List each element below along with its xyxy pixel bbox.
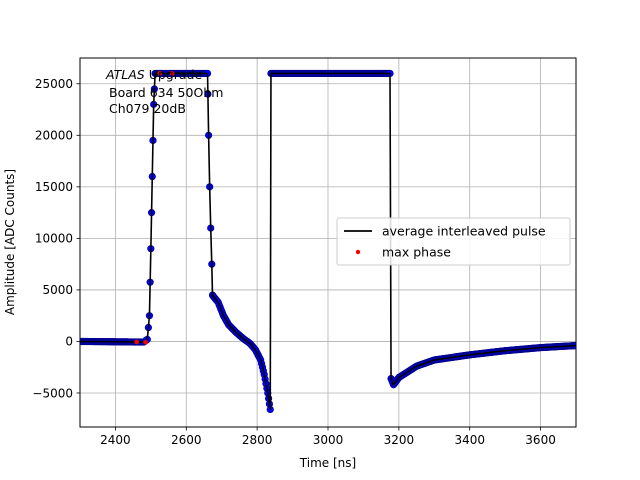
max-phase-point [134,339,139,345]
y-tick-label: −5000 [32,386,73,400]
legend-label-max-phase: max phase [382,245,451,260]
legend-label-average: average interleaved pulse [382,224,546,239]
legend: average interleaved pulse max phase [336,217,571,266]
x-tick-label: 3000 [313,433,344,447]
x-tick-label: 2800 [242,433,273,447]
series-layer [80,69,576,414]
x-tick-label: 3200 [384,433,415,447]
x-tick-label: 2400 [100,433,131,447]
x-axis-label: Time [ns] [299,456,356,470]
y-tick-label: 25000 [35,77,73,91]
annotation-line-1: ATLAS Upgrade [105,67,202,82]
legend-box [336,217,571,266]
y-axis-label: Amplitude [ADC Counts] [3,169,17,315]
annotation-upgrade: Upgrade [145,67,203,82]
y-tick-label: 20000 [35,129,73,143]
max-phase-point [143,339,148,345]
y-tick-label: 0 [65,335,73,349]
series-line-average [80,72,576,411]
y-tick-label: 15000 [35,180,73,194]
legend-point-swatch [355,249,361,255]
annotation: ATLAS Upgrade Board 634 50Ohm Ch079 20dB [105,67,223,116]
x-tick-label: 2600 [171,433,202,447]
x-tick-label: 3600 [525,433,556,447]
ticks: 2400 2600 2800 3000 3200 3400 3600 −5000 0 5000 10… [32,77,555,447]
y-tick-label: 10000 [35,232,73,246]
max-phase-point [157,71,163,76]
annotation-line-3: Ch079 20dB [109,101,186,116]
annotation-atlas: ATLAS [105,67,145,82]
y-tick-label: 5000 [42,283,73,297]
x-tick-label: 3400 [454,433,485,447]
max-phase-point [169,71,175,76]
plot-area [80,69,576,414]
annotation-line-2: Board 634 50Ohm [109,85,223,100]
